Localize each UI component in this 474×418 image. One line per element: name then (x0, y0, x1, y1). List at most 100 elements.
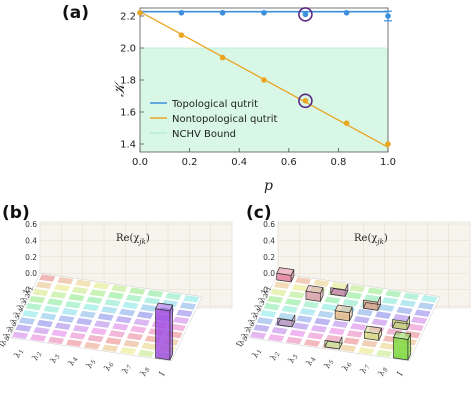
matrix-cell (249, 331, 267, 339)
panel-a-line-chart: (a) 1.4 1.6 1.8 2.0 2.2 0.0 0.2 0.4 0.6 0.8 1.0 p… (62, 3, 396, 194)
matrix-cell (375, 349, 393, 358)
matrix-cell (179, 302, 197, 310)
matrix-cell (299, 308, 316, 316)
y-tick-label: 2.2 (120, 12, 136, 23)
matrix-cell (101, 344, 119, 352)
x-axis-title: p (264, 178, 273, 194)
matrix-cell (303, 339, 321, 347)
matrix-title: Re(χjk) (354, 233, 388, 246)
matrix-cell (126, 332, 144, 341)
matrix-cell (36, 319, 54, 328)
bar-top-face (393, 331, 412, 340)
panel-a-x-ticks: 0.0 0.2 0.4 0.6 0.8 1.0 (132, 148, 396, 168)
nontopological-point (385, 141, 391, 147)
bar-top-face (324, 340, 343, 350)
matrix-cell (332, 320, 349, 328)
column-axis-label: λ3 (48, 352, 62, 365)
column-axis-label: λ1 (250, 347, 264, 360)
highlight-ring (298, 93, 313, 109)
matrix-cell (125, 294, 143, 302)
matrix-cell (11, 331, 29, 339)
matrix-cell (356, 308, 374, 317)
row-axis-label: I (234, 341, 244, 348)
column-axis-label: λ2 (268, 350, 282, 363)
matrix-cell (90, 327, 108, 336)
row-axis-label: λ7 (240, 328, 253, 341)
matrix-cell (112, 323, 129, 331)
matrix-cell (137, 349, 155, 358)
bar-top-face (330, 288, 349, 297)
matrix-bar (324, 336, 343, 350)
x-tick-label: 1.0 (380, 157, 396, 168)
column-axis-label: λ3 (286, 352, 300, 365)
matrix-cell (176, 309, 193, 317)
matrix-cell (25, 302, 42, 311)
matrix-bar (392, 315, 411, 331)
matrix-cell (108, 330, 126, 338)
matrix-cell (94, 320, 111, 328)
topological-point (261, 10, 267, 16)
bar-top-face (305, 285, 324, 294)
x-tick-label: 0.4 (231, 157, 247, 168)
z-tick-label: 0.6 (25, 220, 37, 229)
z-tick-label: -0.2 (260, 286, 275, 295)
column-axis-label: λ7 (120, 363, 134, 376)
row-axis-label: λ3 (253, 299, 266, 312)
matrix-bar (330, 283, 349, 297)
row-axis-label: λ1 (22, 285, 35, 297)
nchv-bound-region (140, 48, 388, 152)
matrix-cell (50, 291, 67, 299)
matrix-cell (325, 334, 342, 343)
matrix-cell (18, 317, 36, 325)
z-tick-label: 0.0 (25, 269, 37, 278)
x-tick-label: 0.6 (281, 157, 297, 168)
matrix-cell (292, 322, 310, 330)
column-axis-label: λ8 (138, 365, 152, 378)
matrix-cell (324, 296, 341, 304)
matrix-cell (43, 305, 60, 313)
matrix-cell (396, 306, 413, 315)
nontopological-point (178, 32, 185, 38)
nontopological-point (261, 77, 267, 83)
matrix-cell (328, 327, 346, 336)
row-axis-label: λ1 (260, 285, 273, 297)
matrix-cell (271, 327, 288, 335)
x-tick-label: 0.8 (330, 157, 346, 168)
matrix-cell (33, 327, 50, 335)
matrix-cell (46, 298, 64, 306)
column-axis-label: λ1 (12, 347, 26, 360)
matrix-cell (278, 312, 295, 321)
panel-a-y-ticks: 1.4 1.6 1.8 2.0 2.2 (120, 12, 144, 151)
z-tick-label: 0.0 (263, 269, 275, 278)
matrix-cell (83, 341, 101, 350)
matrix-cell (115, 315, 132, 324)
matrix-cell (136, 311, 154, 319)
matrix-cell (40, 312, 57, 321)
matrix-cell (378, 304, 395, 312)
matrix-cell (317, 310, 334, 319)
matrix-cell (253, 324, 270, 332)
matrix-cell (414, 309, 431, 317)
matrix-cell (61, 308, 78, 316)
topological-point (219, 10, 226, 16)
matrix-cell (346, 330, 364, 338)
z-tick-label: 0.4 (263, 236, 275, 245)
matrix-cell (363, 294, 381, 302)
matrix-cell (54, 322, 72, 330)
topological-error-bar (384, 10, 392, 22)
matrix-cell (93, 282, 110, 290)
panel-b-3d-bar-chart: (b) 0.60.40.20.0-0.2-0.4Re(χjk)λ1λ2λ3λ4λ… (0, 203, 233, 378)
matrix-bar (363, 325, 382, 341)
matrix-cell (263, 302, 280, 311)
matrix-cell (320, 303, 338, 312)
matrix-bar (155, 302, 174, 361)
matrix-cell (410, 316, 428, 325)
matrix-cell (349, 284, 366, 293)
matrix-cell (29, 334, 47, 342)
matrix-cell (183, 295, 200, 303)
matrix-cell (421, 295, 438, 303)
matrix-cell (15, 324, 32, 332)
row-axis-label: λ5 (8, 313, 21, 326)
panel-a-label: (a) (62, 3, 89, 23)
matrix-cell (53, 284, 71, 292)
